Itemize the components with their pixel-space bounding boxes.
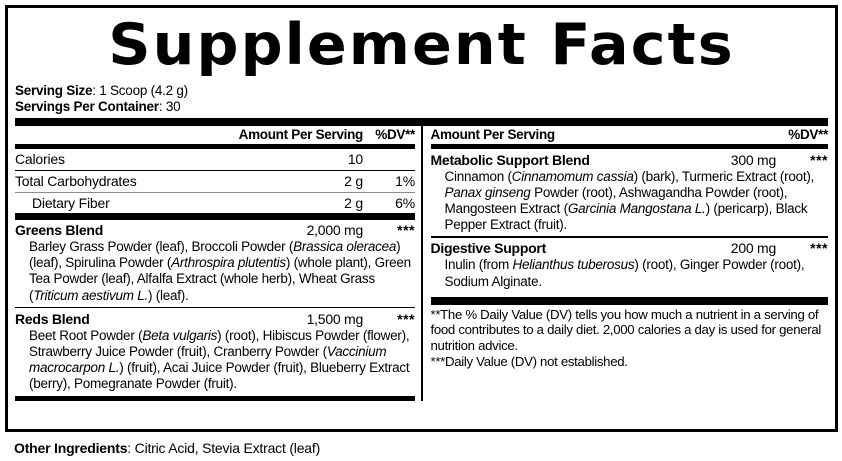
table-row: Total Carbohydrates 2 g 1% (15, 171, 415, 192)
footnotes: **The % Daily Value (DV) tells you how m… (431, 305, 829, 369)
blend-name: Digestive Support (430, 240, 547, 257)
blend-name: Greens Blend (15, 222, 104, 238)
page-title: Supplement Facts (108, 12, 735, 78)
nutrient-name: Total Carbohydrates (15, 173, 137, 189)
left-percent-dv-header: %DV** (375, 127, 415, 142)
left-amount-per-serving-header: Amount Per Serving (238, 127, 364, 142)
blend-header: Greens Blend 2,000 mg *** (15, 220, 415, 240)
other-ingredients-label: Other Ingredients (14, 440, 128, 456)
nutrient-amount: 2 g (344, 173, 363, 189)
blend-rule (15, 306, 415, 309)
blend-header: Digestive Support 200 mg *** (431, 238, 829, 258)
footnote-daily-value: **The % Daily Value (DV) tells you how m… (430, 306, 822, 353)
blend-amount: 1,500 mg (306, 310, 364, 327)
table-row: Calories 10 (15, 149, 415, 170)
row-rule (15, 169, 415, 171)
blend-rule (430, 236, 828, 238)
serving-size-line: Serving Size: 1 Scoop (4.2 g) (15, 83, 828, 99)
other-ingredients-value: : Citric Acid, Stevia Extract (leaf) (127, 440, 321, 456)
blend-dv: *** (397, 222, 415, 238)
right-column-header: Amount Per Serving %DV** (431, 126, 829, 144)
blend-header: Reds Blend 1,500 mg *** (15, 308, 415, 328)
blend-dv: *** (810, 240, 828, 257)
right-percent-dv-header: %DV** (788, 127, 828, 142)
serving-info: Serving Size: 1 Scoop (4.2 g) Servings P… (15, 83, 828, 114)
nutrient-dv: 1% (395, 173, 415, 189)
nutrient-amount: 2 g (344, 194, 363, 211)
nutrient-name: Dietary Fiber (32, 194, 110, 211)
blend-ingredients: Beet Root Powder (Beta vulgaris) (root),… (29, 327, 410, 392)
blend-ingredients: Cinnamon (Cinnamomum cassia) (bark), Tur… (444, 168, 815, 233)
left-column-bottom-rule (15, 395, 415, 401)
servings-per-container-line: Servings Per Container: 30 (15, 99, 828, 115)
table-row: Dietary Fiber 2 g 6% (15, 193, 415, 214)
nutrition-columns: Amount Per Serving %DV** Calories 10 Tot… (15, 126, 828, 401)
servings-per-container-value: : 30 (158, 98, 181, 114)
rule-under-serving-info (15, 118, 828, 126)
blend-header: Metabolic Support Blend 300 mg *** (431, 149, 829, 169)
blend-ingredients: Inulin (from Helianthus tuberosus) (root… (444, 257, 805, 289)
blend-name: Reds Blend (15, 310, 90, 327)
blend-dv: *** (397, 310, 415, 327)
serving-size-value: : 1 Scoop (4.2 g) (92, 83, 188, 98)
serving-size-label: Serving Size (15, 83, 93, 98)
row-rule (15, 213, 415, 215)
nutrient-dv: 6% (395, 194, 415, 211)
right-column: Amount Per Serving %DV** Metabolic Suppo… (423, 126, 829, 401)
column-divider (421, 126, 423, 401)
right-amount-per-serving-header: Amount Per Serving (430, 127, 556, 142)
other-ingredients: Other Ingredients: Citric Acid, Stevia E… (14, 440, 320, 456)
footnote-separator-rule (430, 296, 828, 305)
servings-per-container-label: Servings Per Container (15, 98, 159, 114)
blend-section-rule (15, 214, 415, 220)
blend-amount: 300 mg (730, 151, 776, 168)
left-column: Amount Per Serving %DV** Calories 10 Tot… (15, 126, 421, 401)
footnote-dv-not-established: ***Daily Value (DV) not established. (430, 353, 628, 369)
blend-amount: 200 mg (730, 240, 776, 257)
blend-name: Metabolic Support Blend (430, 151, 590, 168)
left-column-header: Amount Per Serving %DV** (15, 126, 416, 144)
blend-amount: 2,000 mg (306, 222, 364, 238)
right-header-rule (430, 144, 828, 149)
nutrient-name: Calories (15, 151, 65, 167)
label-panel: Supplement Facts Serving Size: 1 Scoop (… (5, 5, 838, 432)
blend-dv: *** (810, 151, 828, 168)
blend-ingredients: Barley Grass Powder (leaf), Broccoli Pow… (29, 239, 411, 303)
left-header-rule (15, 144, 415, 149)
nutrient-amount: 10 (347, 151, 363, 167)
row-rule-hairline (15, 191, 415, 193)
